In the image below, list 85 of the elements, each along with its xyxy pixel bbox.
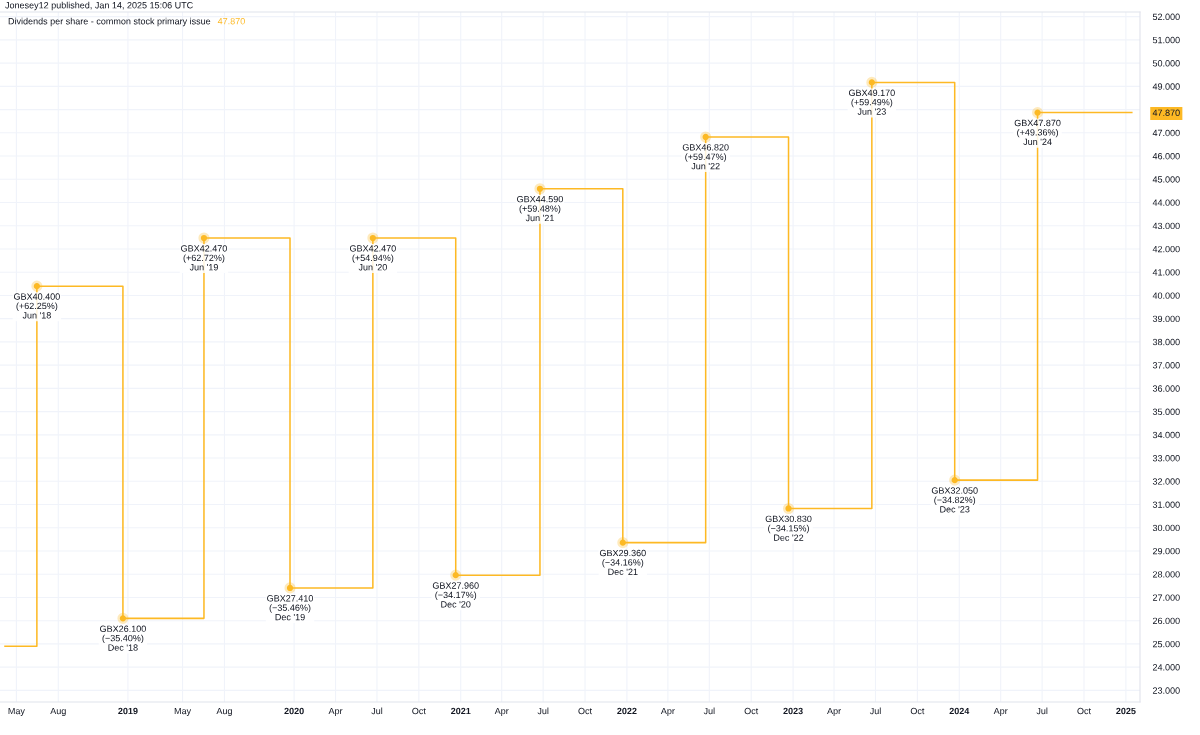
point bbox=[284, 582, 296, 594]
x-tick-label: Apr bbox=[827, 707, 841, 716]
x-tick-label: May bbox=[174, 707, 192, 716]
point bbox=[198, 232, 210, 244]
x-tick-label: Oct bbox=[1077, 707, 1091, 715]
point bbox=[117, 612, 129, 624]
point bbox=[1032, 107, 1044, 119]
y-tick-label: 51.000 bbox=[1152, 36, 1180, 44]
text: Jonesey12 published, Jan 14, 2025 15:06 UTC bbox=[5, 1, 193, 11]
text: 47.870 bbox=[217, 18, 245, 25]
x-tick-label: Aug bbox=[50, 707, 66, 716]
y-tick-label: 28.000 bbox=[1152, 571, 1180, 578]
point bbox=[450, 569, 462, 581]
y-tick-label: 24.000 bbox=[1152, 664, 1180, 671]
x-tick-label: 2024 bbox=[949, 707, 970, 715]
y-tick-label: 47.000 bbox=[1152, 129, 1180, 137]
y-tick-label: 33.000 bbox=[1152, 455, 1180, 462]
data-label: GBX42.470 (+54.94%) Jun '20 bbox=[349, 245, 396, 271]
x-tick-label: Oct bbox=[910, 707, 925, 715]
y-tick-label: 32.000 bbox=[1152, 478, 1180, 485]
x-tick-label: Jul bbox=[1036, 707, 1048, 715]
y-tick-label: 46.000 bbox=[1152, 153, 1180, 160]
y-tick-label: 35.000 bbox=[1152, 408, 1180, 415]
point bbox=[534, 183, 546, 195]
x-tick-label: Apr bbox=[328, 707, 343, 716]
point bbox=[949, 474, 961, 486]
y-tick-label: 23.000 bbox=[1152, 687, 1180, 694]
x-tick-label: 2023 bbox=[783, 707, 803, 715]
point bbox=[782, 502, 795, 515]
y-tick-label: 45.000 bbox=[1152, 176, 1180, 183]
data-label: GBX27.960 (−34.17%) Dec '20 bbox=[432, 582, 479, 608]
text: Dividends per share - common stock primary issue bbox=[8, 17, 211, 27]
x-tick-label: Aug bbox=[216, 707, 232, 716]
y-tick-label: 52.000 bbox=[1152, 13, 1180, 21]
point bbox=[31, 280, 43, 292]
data-label: GBX44.590 (+59.48%) Jun '21 bbox=[517, 195, 563, 222]
x-tick-label: 2022 bbox=[617, 707, 637, 715]
point bbox=[866, 76, 878, 88]
y-tick-label: 50.000 bbox=[1152, 60, 1180, 67]
data-label: GBX47.870 (+49.36%) Jun '24 bbox=[1014, 119, 1061, 145]
y-tick-label: 41.000 bbox=[1152, 269, 1180, 276]
y-tick-label: 29.000 bbox=[1152, 547, 1180, 555]
x-tick-label: 2019 bbox=[118, 707, 138, 715]
y-tick-label: 27.000 bbox=[1152, 594, 1180, 601]
point bbox=[367, 232, 379, 244]
y-tick-label: 26.000 bbox=[1152, 617, 1180, 625]
y-tick-label: 30.000 bbox=[1152, 524, 1180, 532]
data-label: GBX26.100 (−35.40%) Dec '18 bbox=[100, 625, 146, 651]
data-label: GBX42.470 (+62.72%) Jun '19 bbox=[181, 245, 227, 271]
x-tick-label: Apr bbox=[993, 707, 1008, 716]
y-tick-label: 44.000 bbox=[1152, 199, 1180, 206]
y-tick-label: 40.000 bbox=[1152, 292, 1180, 299]
data-label: GBX30.830 (−34.15%) Dec '22 bbox=[765, 515, 812, 541]
x-tick-label: Oct bbox=[412, 707, 426, 715]
point bbox=[700, 131, 712, 143]
x-tick-label: Jul bbox=[537, 707, 549, 715]
data-label: GBX40.400 (+62.25%) Jun '18 bbox=[13, 293, 60, 319]
y-tick-label: 34.000 bbox=[1152, 431, 1180, 439]
y-tick-label: 36.000 bbox=[1152, 385, 1180, 392]
x-tick-label: 2020 bbox=[284, 707, 304, 715]
y-tick-label: 49.000 bbox=[1152, 83, 1180, 90]
y-tick-label: 31.000 bbox=[1152, 501, 1180, 508]
y-tick-label: 25.000 bbox=[1152, 640, 1180, 648]
y-tick-label: 47.870 bbox=[1152, 109, 1180, 116]
y-tick-label: 37.000 bbox=[1152, 362, 1180, 369]
x-tick-label: Apr bbox=[660, 707, 675, 716]
data-label: GBX29.360 (−34.16%) Dec '21 bbox=[599, 549, 646, 575]
x-tick-label: Jul bbox=[869, 707, 881, 715]
x-tick-label: Oct bbox=[578, 707, 592, 715]
x-tick-label: Oct bbox=[744, 707, 759, 715]
y-tick-label: 38.000 bbox=[1152, 338, 1180, 346]
x-tick-label: Jul bbox=[371, 707, 383, 715]
y-tick-label: 42.000 bbox=[1152, 245, 1180, 253]
y-tick-label: 39.000 bbox=[1152, 315, 1180, 323]
x-tick-label: May bbox=[8, 707, 25, 716]
data-label: GBX32.050 (−34.82%) Dec '23 bbox=[931, 487, 978, 513]
data-label: GBX46.820 (+59.47%) Jun '22 bbox=[682, 144, 729, 170]
data-label: GBX27.410 (−35.46%) Dec '19 bbox=[267, 595, 313, 621]
point bbox=[617, 537, 629, 549]
y-tick-label: 43.000 bbox=[1152, 222, 1180, 230]
data-label: GBX49.170 (+59.49%) Jun '23 bbox=[848, 89, 895, 115]
x-tick-label: 2025 bbox=[1116, 707, 1136, 715]
x-tick-label: Jul bbox=[703, 707, 715, 715]
x-tick-label: 2021 bbox=[451, 707, 471, 715]
x-tick-label: Apr bbox=[494, 707, 509, 716]
